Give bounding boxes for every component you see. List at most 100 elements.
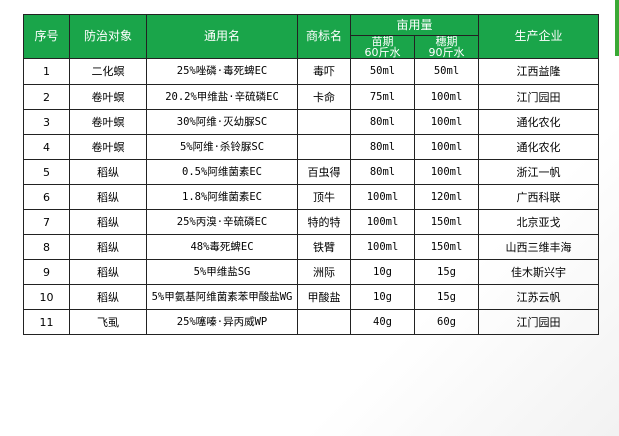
cell-maker: 佳木斯兴宇 (478, 259, 600, 285)
cell-seedling-dose: 10g (350, 259, 415, 285)
cell-heading-dose: 100ml (413, 84, 480, 110)
cell-target: 稻纵 (69, 234, 147, 260)
cell-target: 卷叶螟 (69, 134, 147, 160)
header-generic-name: 通用名 (146, 14, 298, 59)
cell-brand: 百虫得 (297, 159, 351, 185)
cell-target: 稻纵 (69, 159, 147, 185)
cell-generic-name: 5%甲维盐SG (146, 259, 298, 285)
cell-maker: 北京亚戈 (478, 209, 600, 235)
cell-target: 稻纵 (69, 209, 147, 235)
cell-heading-dose: 50ml (413, 58, 480, 85)
cell-brand: 铁臂 (297, 234, 351, 260)
table-row: 10 稻纵 5%甲氨基阿维菌素苯甲酸盐WG 甲酸盐 10g 15g 江苏云帆 (23, 284, 600, 310)
cell-heading-dose: 60g (413, 309, 480, 335)
table-row: 3 卷叶螟 30%阿维·灭幼脲SC 80ml 100ml 通化农化 (23, 109, 600, 135)
cell-generic-name: 5%甲氨基阿维菌素苯甲酸盐WG (146, 284, 298, 310)
cell-seedling-dose: 80ml (350, 159, 415, 185)
cell-heading-dose: 120ml (413, 184, 480, 210)
pesticide-table: 序号 防治对象 通用名 商标名 亩用量 生产企业 苗期 60斤水 穗期 90斤水… (23, 14, 600, 335)
cell-maker: 浙江一帆 (478, 159, 600, 185)
cell-seedling-dose: 100ml (350, 184, 415, 210)
cell-heading-dose: 100ml (413, 134, 480, 160)
cell-heading-dose: 15g (413, 284, 480, 310)
cell-seq: 7 (23, 209, 70, 235)
table-row: 5 稻纵 0.5%阿维菌素EC 百虫得 80ml 100ml 浙江一帆 (23, 159, 600, 185)
cell-brand: 卡命 (297, 84, 351, 110)
cell-brand: 毒吓 (297, 58, 351, 85)
table-row: 6 稻纵 1.8%阿维菌素EC 顶牛 100ml 120ml 广西科联 (23, 184, 600, 210)
cell-target: 飞虱 (69, 309, 147, 335)
cell-maker: 广西科联 (478, 184, 600, 210)
cell-seedling-dose: 40g (350, 309, 415, 335)
header-target: 防治对象 (69, 14, 147, 59)
cell-generic-name: 20.2%甲维盐·辛硫磷EC (146, 84, 298, 110)
cell-maker: 通化农化 (478, 109, 600, 135)
cell-brand (297, 109, 351, 135)
header-seedling-water: 60斤水 (364, 46, 401, 59)
cell-seq: 11 (23, 309, 70, 335)
cell-maker: 通化农化 (478, 134, 600, 160)
cell-brand: 甲酸盐 (297, 284, 351, 310)
cell-brand: 顶牛 (297, 184, 351, 210)
cell-generic-name: 25%丙溴·辛硫磷EC (146, 209, 298, 235)
cell-heading-dose: 100ml (413, 109, 480, 135)
cell-target: 稻纵 (69, 284, 147, 310)
header-maker: 生产企业 (478, 14, 600, 59)
cell-seq: 1 (23, 58, 70, 85)
cell-seq: 3 (23, 109, 70, 135)
table-row: 11 飞虱 25%噻嗪·异丙威WP 40g 60g 江门园田 (23, 309, 600, 335)
cell-heading-dose: 15g (413, 259, 480, 285)
cell-maker: 江西益隆 (478, 58, 600, 85)
cell-target: 稻纵 (69, 184, 147, 210)
cell-seedling-dose: 50ml (350, 58, 415, 85)
cell-heading-dose: 150ml (413, 209, 480, 235)
cell-generic-name: 30%阿维·灭幼脲SC (146, 109, 298, 135)
header-heading: 穗期 90斤水 (413, 35, 480, 59)
table-row: 4 卷叶螟 5%阿维·杀铃脲SC 80ml 100ml 通化农化 (23, 134, 600, 160)
accent-bar (615, 0, 619, 56)
cell-seedling-dose: 75ml (350, 84, 415, 110)
cell-seedling-dose: 80ml (350, 134, 415, 160)
cell-brand (297, 134, 351, 160)
cell-maker: 江苏云帆 (478, 284, 600, 310)
cell-seq: 6 (23, 184, 70, 210)
cell-seedling-dose: 80ml (350, 109, 415, 135)
cell-brand: 特的特 (297, 209, 351, 235)
cell-seq: 9 (23, 259, 70, 285)
cell-seedling-dose: 10g (350, 284, 415, 310)
cell-seedling-dose: 100ml (350, 234, 415, 260)
cell-target: 卷叶螟 (69, 84, 147, 110)
table-header: 序号 防治对象 通用名 商标名 亩用量 生产企业 苗期 60斤水 穗期 90斤水 (23, 14, 600, 59)
cell-brand: 洲际 (297, 259, 351, 285)
cell-generic-name: 1.8%阿维菌素EC (146, 184, 298, 210)
table-row: 8 稻纵 48%毒死蜱EC 铁臂 100ml 150ml 山西三维丰海 (23, 234, 600, 260)
cell-target: 稻纵 (69, 259, 147, 285)
cell-generic-name: 0.5%阿维菌素EC (146, 159, 298, 185)
cell-seq: 10 (23, 284, 70, 310)
cell-seq: 2 (23, 84, 70, 110)
table-row: 7 稻纵 25%丙溴·辛硫磷EC 特的特 100ml 150ml 北京亚戈 (23, 209, 600, 235)
header-heading-label: 穗期 (435, 35, 458, 48)
cell-heading-dose: 150ml (413, 234, 480, 260)
header-seedling: 苗期 60斤水 (350, 35, 415, 59)
cell-target: 卷叶螟 (69, 109, 147, 135)
table-row: 1 二化螟 25%唑磷·毒死蜱EC 毒吓 50ml 50ml 江西益隆 (23, 58, 600, 85)
header-brand: 商标名 (297, 14, 351, 59)
table-body: 1 二化螟 25%唑磷·毒死蜱EC 毒吓 50ml 50ml 江西益隆 2 卷叶螟 20.2%甲维… (23, 58, 600, 335)
header-seq: 序号 (23, 14, 70, 59)
header-heading-water: 90斤水 (428, 46, 465, 59)
cell-seedling-dose: 100ml (350, 209, 415, 235)
cell-maker: 江门园田 (478, 309, 600, 335)
cell-brand (297, 309, 351, 335)
cell-target: 二化螟 (69, 58, 147, 85)
cell-seq: 8 (23, 234, 70, 260)
table-row: 9 稻纵 5%甲维盐SG 洲际 10g 15g 佳木斯兴宇 (23, 259, 600, 285)
cell-maker: 江门园田 (478, 84, 600, 110)
cell-generic-name: 25%唑磷·毒死蜱EC (146, 58, 298, 85)
table-row: 2 卷叶螟 20.2%甲维盐·辛硫磷EC 卡命 75ml 100ml 江门园田 (23, 84, 600, 110)
cell-seq: 5 (23, 159, 70, 185)
cell-generic-name: 48%毒死蜱EC (146, 234, 298, 260)
header-seedling-label: 苗期 (371, 35, 394, 48)
cell-heading-dose: 100ml (413, 159, 480, 185)
cell-generic-name: 5%阿维·杀铃脲SC (146, 134, 298, 160)
